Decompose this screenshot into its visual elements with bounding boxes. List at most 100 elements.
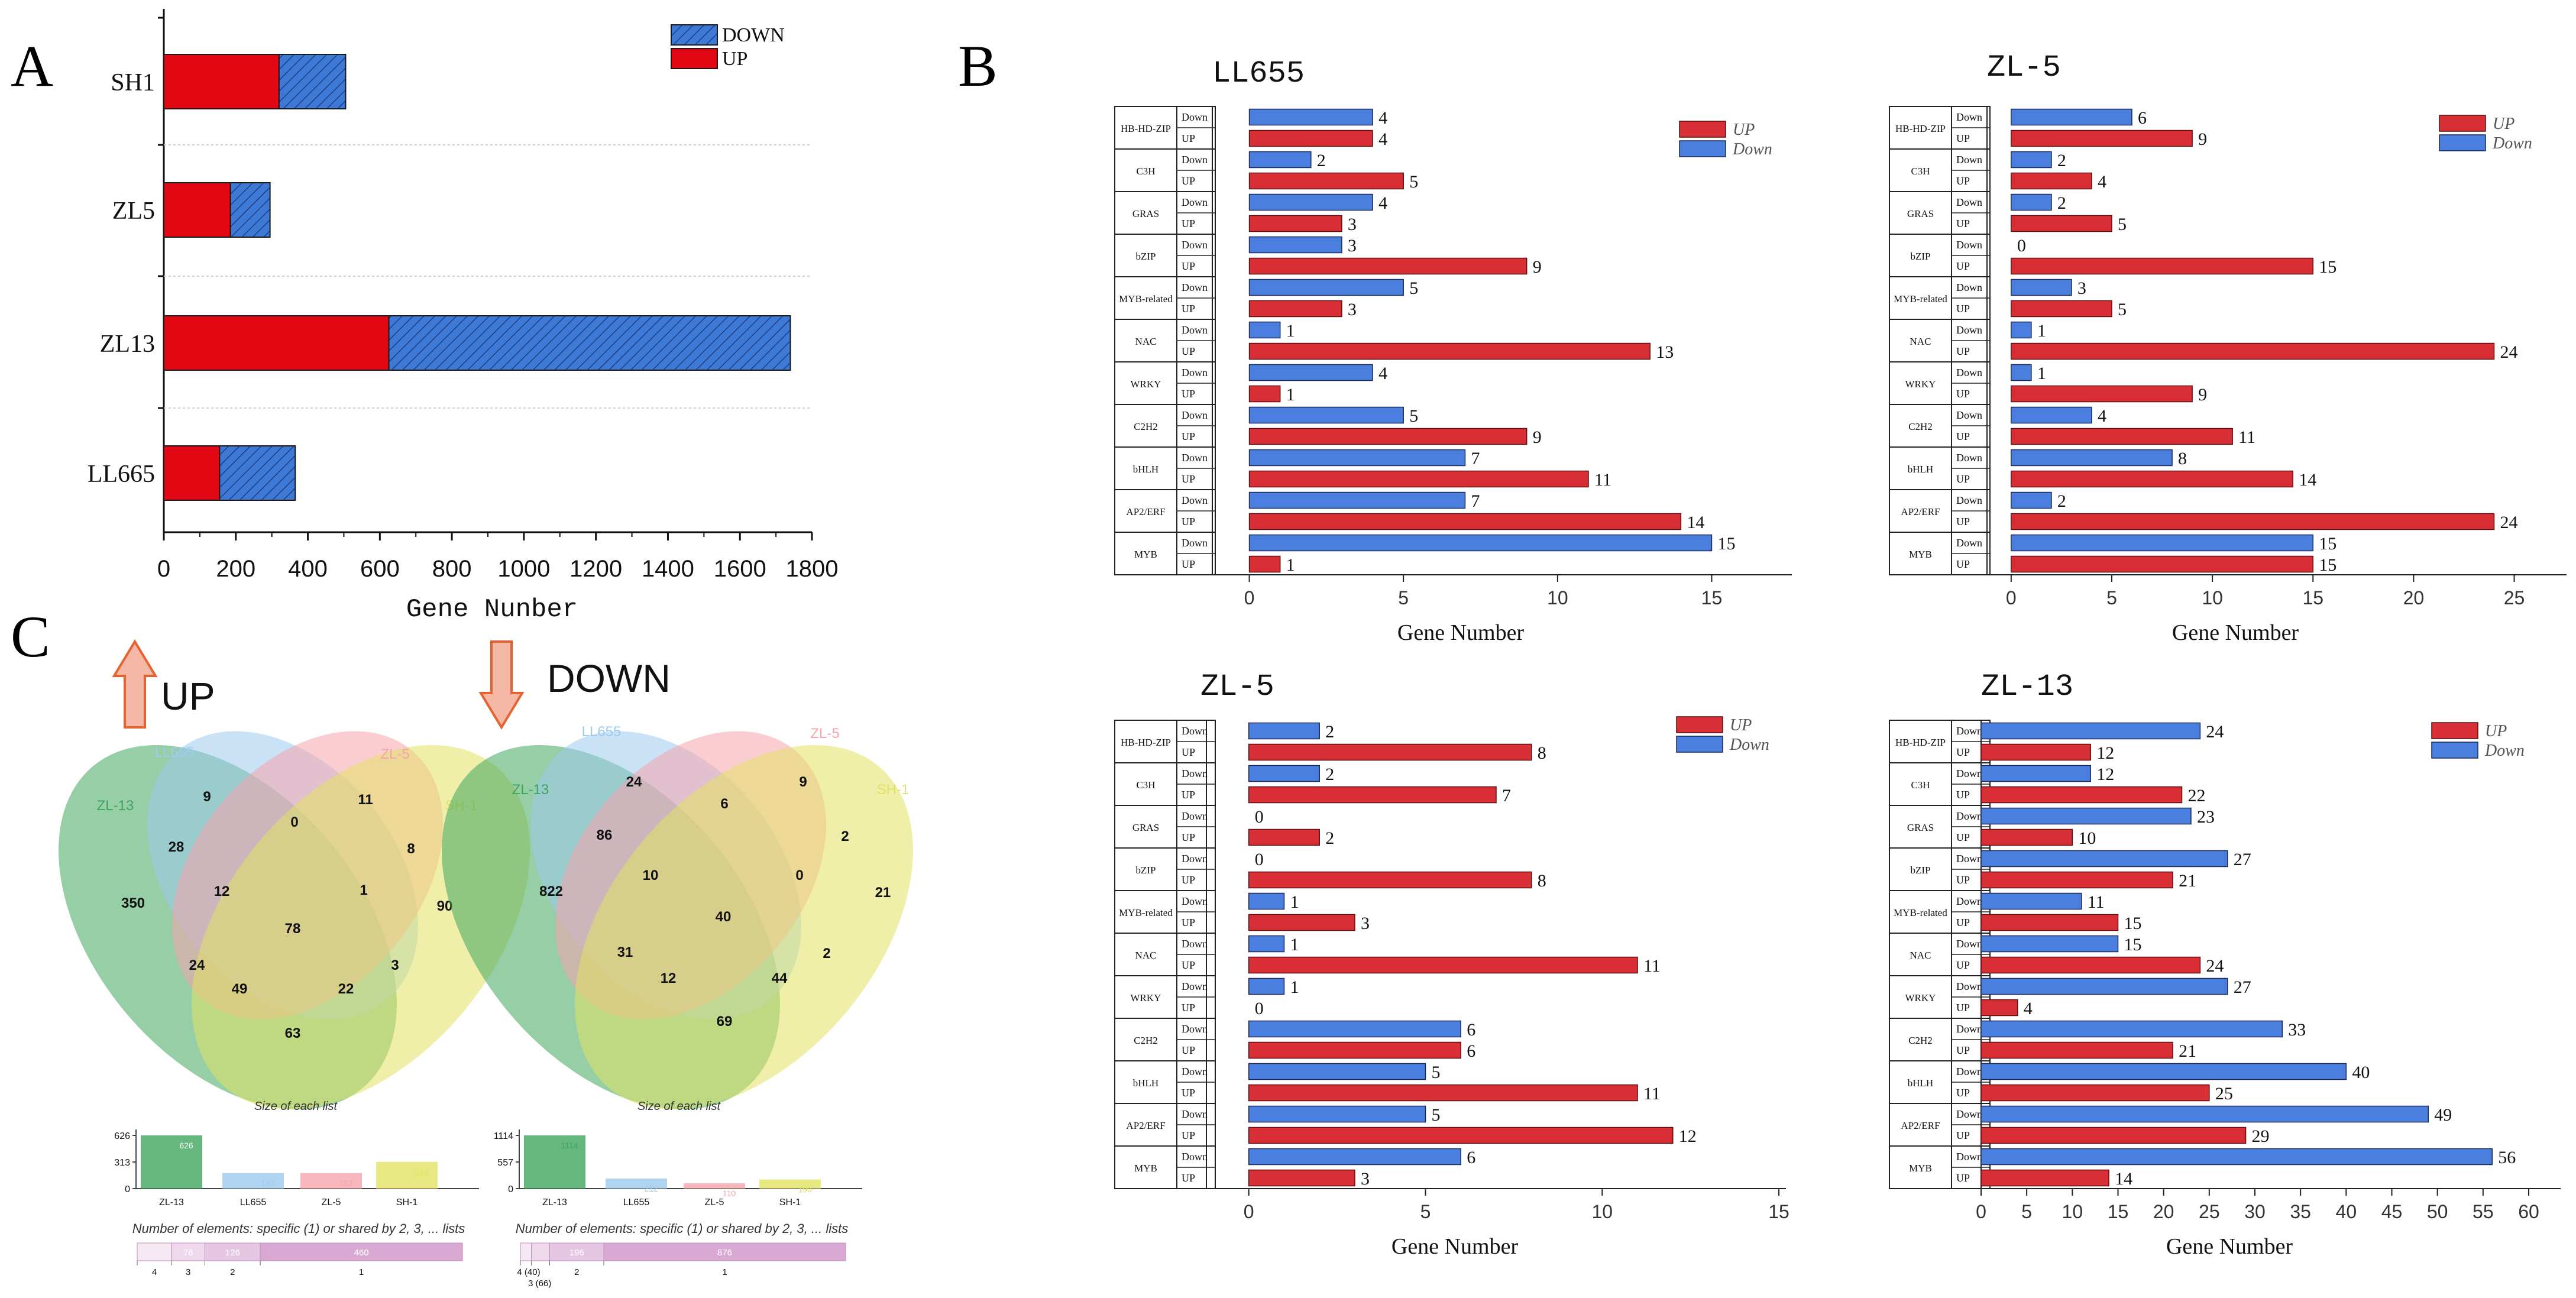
bar-value-label-up: 8 <box>1538 871 1546 891</box>
bar-chart-row-label-up: UP <box>1956 388 1970 400</box>
bar-chart-row-label-up: UP <box>1182 789 1195 801</box>
bar-chart-family-label: C2H2 <box>1134 1035 1158 1046</box>
panel-a-x-tick-label: 600 <box>360 556 400 582</box>
size-chart-category-label: LL655 <box>240 1197 267 1208</box>
bar-value-label-up: 3 <box>1348 215 1357 234</box>
bar-value-label-down: 3 <box>1348 236 1357 255</box>
bar-value-label-down: 3 <box>2077 279 2086 298</box>
bar-chart-row-label-down: Down <box>1956 1108 1982 1120</box>
venn-region-count: 78 <box>285 921 301 937</box>
bar-value-label-up: 9 <box>2198 385 2207 404</box>
bar-value-label-down: 1 <box>1290 892 1299 912</box>
bar-chart-row-label-down: Down <box>1956 853 1982 865</box>
panel-a-bar-down <box>219 445 296 501</box>
bar-chart-x-tick-label: 35 <box>2290 1201 2311 1222</box>
bar-chart-row-label-up: UP <box>1956 558 1970 570</box>
bar-chart-row-label-down: Down <box>1182 725 1208 737</box>
size-chart-bar <box>606 1178 667 1189</box>
bar-chart-row-label-up: UP <box>1182 303 1195 315</box>
bar-value-label-up: 4 <box>1378 130 1387 149</box>
size-chart-bar <box>141 1135 202 1189</box>
panel-a-category-label: ZL13 <box>100 331 155 358</box>
bar-value-label-up: 5 <box>2118 215 2127 234</box>
bar-down <box>1248 534 1713 552</box>
bar-chart-row-label-up: UP <box>1956 345 1970 357</box>
bar-value-label-down: 4 <box>1378 108 1387 128</box>
bar-chart-legend-swatch-down <box>1679 140 1726 157</box>
bar-chart-row-label-up: UP <box>1182 1129 1195 1141</box>
bar-chart-family-label: C3H <box>1911 779 1930 791</box>
panel-a-legend-label-up: UP <box>722 48 747 70</box>
bar-up <box>1248 1127 1674 1144</box>
bar-value-label-down: 2 <box>1325 722 1334 742</box>
elements-bar-segment <box>171 1242 205 1261</box>
bar-chart-row-label-down: Down <box>1182 494 1208 506</box>
elements-bar-segment-value: 196 <box>569 1248 584 1258</box>
bar-down <box>2011 108 2132 126</box>
bar-chart-family-label: NAC <box>1910 950 1931 961</box>
bar-chart-row-label-down: Down <box>1182 1151 1208 1163</box>
bar-value-label-down: 1 <box>1290 977 1299 997</box>
bar-chart-x-tick-label: 55 <box>2473 1201 2494 1222</box>
elements-bar-title: Number of elements: specific (1) or shar… <box>132 1221 465 1236</box>
venn-set-ellipse <box>575 745 913 1110</box>
bar-up <box>1248 1169 1355 1187</box>
bar-value-label-down: 0 <box>1255 807 1264 827</box>
bar-chart-family-label: C3H <box>1136 166 1155 177</box>
bar-chart-row-label-up: UP <box>1956 1044 1970 1056</box>
panel-a-legend-label-down: DOWN <box>722 24 785 46</box>
bar-chart-x-tick-label: 5 <box>1420 1201 1431 1222</box>
panel-a-x-tick-label: 1800 <box>786 556 839 582</box>
bar-chart-x-tick-label: 5 <box>2106 587 2117 608</box>
venn-region-count: 6 <box>720 796 728 812</box>
bar-chart-family-label: MYB-related <box>1119 293 1173 305</box>
bar-chart-row-label-down: Down <box>1956 810 1982 822</box>
panel-a-bar-up <box>163 182 231 238</box>
bar-chart-legend-swatch-up <box>1676 716 1723 733</box>
size-chart-bar <box>300 1173 362 1189</box>
bar-value-label-up: 5 <box>1409 172 1418 192</box>
bar-value-label-down: 27 <box>2234 850 2251 869</box>
bar-up <box>1248 300 1342 318</box>
bar-up <box>1248 1084 1638 1102</box>
bar-chart-row-label-up: UP <box>1956 1129 1970 1141</box>
size-chart-title: Size of each list <box>254 1100 338 1113</box>
venn-region-count: 22 <box>338 981 354 997</box>
bar-chart-row-label-up: UP <box>1182 1087 1195 1099</box>
bar-value-label-up: 13 <box>1656 342 1674 362</box>
bar-value-label-down: 5 <box>1431 1063 1440 1082</box>
bar-chart-row-label-down: Down <box>1956 111 1982 123</box>
bar-chart-row-label-up: UP <box>1956 746 1970 758</box>
elements-bar-segment-value: 876 <box>717 1248 732 1258</box>
bar-chart-title: ZL-13 <box>1981 669 2073 704</box>
bar-chart-x-tick-label: 30 <box>2244 1201 2266 1222</box>
bar-value-label-up: 10 <box>2078 828 2096 848</box>
up-arrow-icon <box>112 639 158 729</box>
bar-chart-row-label-down: Down <box>1182 239 1208 251</box>
venn-region-count: 1 <box>360 882 367 898</box>
bar-down <box>2011 279 2072 296</box>
bar-chart-family-label: MYB <box>1909 1163 1932 1174</box>
bar-chart-row-label-down: Down <box>1182 281 1208 293</box>
venn-region-count: 24 <box>189 957 205 973</box>
bar-up <box>1248 914 1355 931</box>
bar-chart-family-label: MYB <box>1909 549 1932 560</box>
bar-up <box>1980 1127 2247 1144</box>
bar-chart-row-label-down: Down <box>1956 938 1982 950</box>
bar-value-label-up: 9 <box>1533 257 1542 277</box>
bar-chart-row-label-up: UP <box>1182 874 1195 886</box>
panel-a-category-label: ZL5 <box>112 198 155 225</box>
bar-chart-row-label-down: Down <box>1956 367 1982 378</box>
bar-up <box>1980 956 2201 974</box>
venn-region-count: 350 <box>121 895 145 911</box>
bar-up <box>1248 513 1682 530</box>
elements-bar-segment-label: 3 <box>186 1267 190 1277</box>
panel-a-x-tick-label: 1600 <box>714 556 766 582</box>
bar-down <box>1248 1105 1426 1123</box>
elements-bar-segment <box>603 1242 846 1261</box>
size-chart-y-tick-label: 557 <box>497 1158 513 1168</box>
venn-set-label: ZL-13 <box>512 782 549 798</box>
bar-chart-row-label-down: Down <box>1956 409 1982 421</box>
bar-value-label-up: 24 <box>2500 342 2518 362</box>
venn-region-count: 8 <box>407 841 415 857</box>
